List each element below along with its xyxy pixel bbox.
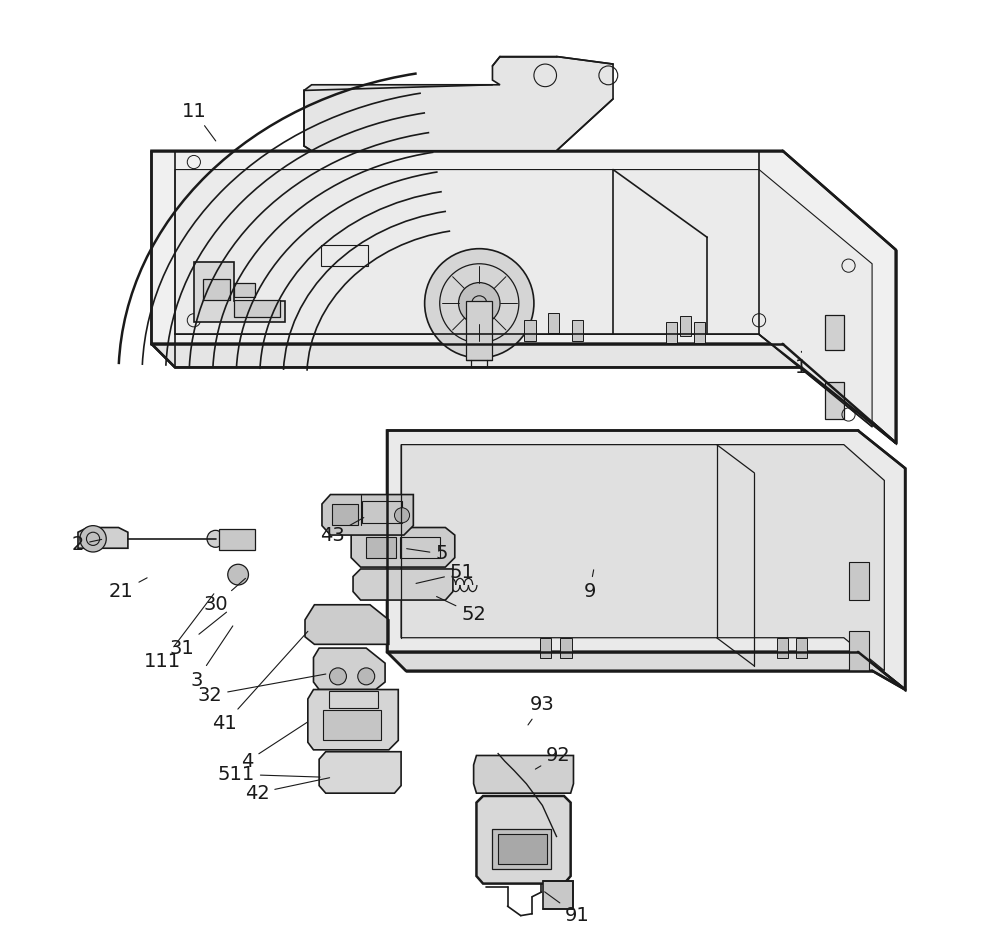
Bar [332,504,358,525]
Polygon shape [313,648,385,690]
Bar [849,562,869,600]
Polygon shape [401,445,884,671]
Polygon shape [474,755,573,793]
Bar [234,300,280,317]
Bar [366,537,396,558]
Polygon shape [353,569,453,600]
Text: 11: 11 [181,102,216,141]
Text: 52: 52 [437,596,486,624]
Circle shape [425,249,534,358]
Bar [524,320,536,341]
Circle shape [80,526,106,552]
Text: 32: 32 [197,674,326,705]
Bar [694,322,705,343]
Polygon shape [319,752,401,793]
Text: 3: 3 [190,625,233,690]
Bar [329,691,378,708]
Bar [234,283,255,297]
Bar [777,638,788,658]
Bar [548,313,559,333]
Circle shape [228,564,248,585]
Polygon shape [304,57,613,151]
Bar [203,279,230,300]
Circle shape [329,668,346,685]
Polygon shape [322,495,413,535]
Circle shape [459,283,500,324]
Circle shape [394,508,410,523]
Text: 21: 21 [109,577,147,601]
Polygon shape [351,528,455,567]
Text: 2: 2 [72,535,102,554]
Polygon shape [194,262,285,322]
Bar [540,638,551,658]
Text: 43: 43 [320,517,364,544]
Text: 41: 41 [213,631,308,733]
Bar [323,710,381,740]
Bar [321,245,368,266]
Text: 51: 51 [416,563,475,583]
Text: 9: 9 [583,570,596,601]
Polygon shape [151,344,896,443]
Polygon shape [476,796,571,884]
Text: 42: 42 [245,778,330,803]
Polygon shape [387,652,905,690]
Text: 4: 4 [241,723,307,771]
Bar [498,834,547,864]
Polygon shape [387,430,905,690]
Bar [666,322,677,343]
Polygon shape [308,690,398,750]
Bar [572,320,583,341]
Text: 92: 92 [535,746,571,769]
Bar [492,829,551,869]
Text: 511: 511 [218,765,320,784]
Circle shape [207,530,224,547]
Bar [560,638,572,658]
Bar [825,315,844,350]
Text: 91: 91 [545,892,590,925]
Text: 5: 5 [407,544,448,563]
Text: 31: 31 [169,612,227,658]
Text: 1: 1 [795,351,808,377]
Bar [466,301,492,360]
Polygon shape [151,151,896,443]
Bar [362,501,402,523]
Bar [680,316,691,336]
Polygon shape [175,170,872,427]
Text: 111: 111 [144,593,214,671]
Polygon shape [78,528,128,548]
Bar [400,537,440,558]
Bar [543,881,573,909]
Bar [219,529,255,550]
Text: 30: 30 [203,578,245,614]
Polygon shape [305,605,389,644]
Text: 93: 93 [528,695,555,725]
Circle shape [358,668,375,685]
Bar [849,631,869,671]
Bar [796,638,807,658]
Bar [825,382,844,419]
